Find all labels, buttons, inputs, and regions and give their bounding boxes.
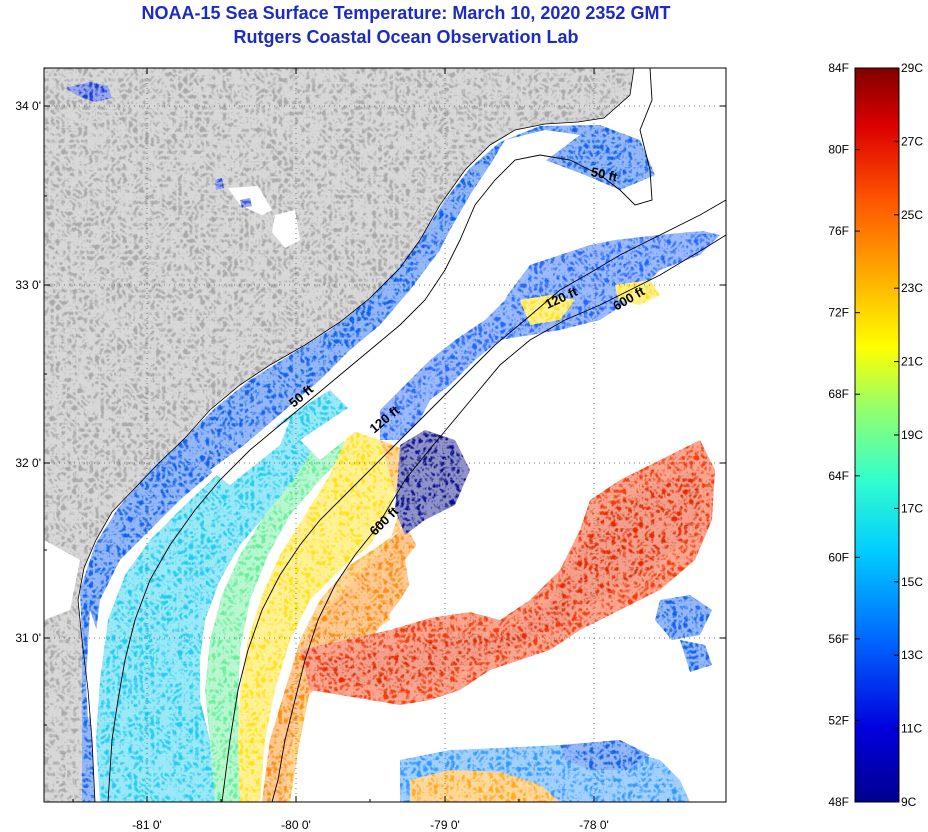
lat-tick-label: 34 0' [15,99,41,113]
lon-tick-label: -81 0' [132,818,162,832]
longitude-labels: -81 0' -80 0' -79 0' -78 0' [132,818,609,832]
lat-tick-label: 32 0' [15,456,41,470]
lat-tick-label: 31 0' [15,631,41,645]
lon-tick-label: -79 0' [430,818,460,832]
colorbar-label-c: 23C [901,281,923,295]
colorbar-label-f: 68F [828,387,849,401]
colorbar-label-c: 17C [901,501,923,515]
map-subtitle: Rutgers Coastal Ocean Observation Lab [233,27,579,47]
colorbar-label-c: 27C [901,134,923,148]
colorbar-label-c: 25C [901,208,923,222]
colorbar-label-f: 60F [828,550,849,564]
colorbar-label-c: 11C [901,722,922,736]
tick-marks [44,68,726,802]
bathymetry-contours [107,68,726,802]
colorbar-label-f: 48F [828,795,849,809]
colorbar-label-c: 19C [901,428,923,442]
colorbar-ticks [855,67,899,803]
lat-tick-label: 33 0' [15,278,41,292]
contour-label: 50 ft [590,164,620,184]
colorbar-label-c: 9C [901,795,917,809]
coastline [77,68,635,802]
map-title: NOAA-15 Sea Surface Temperature: March 1… [141,3,671,23]
colorbar-label-c: 29C [901,61,923,75]
plot-frame [43,67,727,803]
colorbar-label-f: 80F [828,143,849,157]
colorbar-label-f: 84F [828,61,849,75]
lon-tick-label: -80 0' [281,818,311,832]
colorbar-label-f: 52F [828,713,849,727]
colorbar-label-f: 76F [828,224,849,238]
colorbar-label-c: 15C [901,575,923,589]
colorbar-label-f: 56F [828,632,849,646]
lon-tick-label: -78 0' [579,818,609,832]
colorbar-label-f: 72F [828,306,849,320]
latitude-labels: 34 0' 33 0' 32 0' 31 0' [15,99,41,645]
graticule [44,68,726,802]
colorbar-label-f: 64F [828,469,849,483]
colorbar [854,67,900,803]
colorbar-label-c: 21C [901,355,923,369]
colorbar-label-c: 13C [901,648,923,662]
colorbar-labels: 84F 80F 76F 72F 68F 64F 60F 56F 52F 48F 29C 27C 25C 2… [828,61,923,809]
